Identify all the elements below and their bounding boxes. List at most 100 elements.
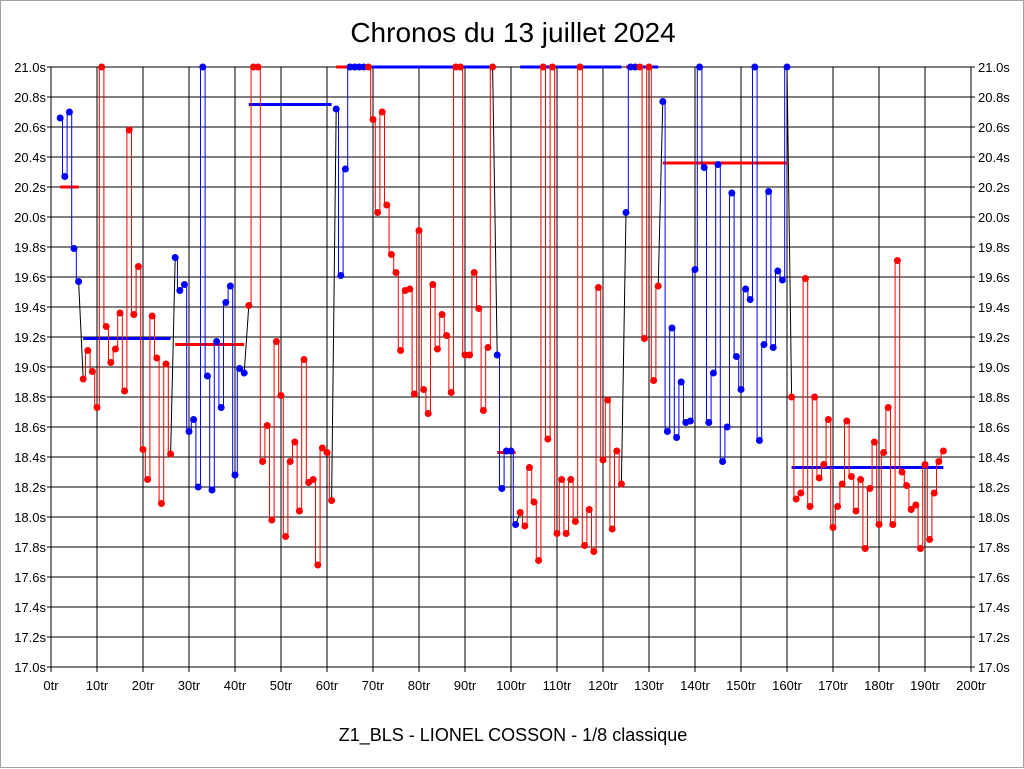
lap-time-point <box>516 509 524 516</box>
lap-time-point <box>479 407 487 414</box>
lap-time-point <box>424 410 432 417</box>
lap-time-point <box>75 278 83 285</box>
lap-time-point <box>125 126 133 134</box>
x-tick-label: 200tr <box>956 678 986 693</box>
lap-time-point <box>484 344 492 351</box>
lap-time-point <box>254 63 262 71</box>
series-line-6 <box>368 66 493 414</box>
lap-time-point <box>921 461 929 468</box>
lap-time-point <box>866 485 874 492</box>
y-tick-label-right: 18.8s <box>978 390 1010 405</box>
lap-time-point <box>231 471 239 479</box>
x-tick-label: 60tr <box>316 678 339 693</box>
y-tick-label-left: 18.6s <box>14 420 46 435</box>
lap-time-point <box>406 285 414 293</box>
lap-time-point <box>599 456 607 464</box>
segment-connector <box>620 212 627 485</box>
y-tick-label-left: 17.8s <box>14 540 46 555</box>
y-tick-label-right: 18.6s <box>978 420 1010 435</box>
lap-time-point <box>659 98 667 105</box>
x-tick-label: 90tr <box>454 678 477 693</box>
lap-time-point <box>539 63 547 71</box>
lap-time-point <box>880 449 888 456</box>
y-tick-label-left: 18.4s <box>14 450 46 465</box>
segment-connector <box>657 101 664 287</box>
lap-time-point <box>884 404 892 411</box>
lap-time-point <box>585 506 593 513</box>
lap-time-point <box>291 438 299 446</box>
lap-time-point <box>328 497 336 504</box>
lap-time-point <box>737 386 745 393</box>
lap-time-point <box>875 521 883 528</box>
lap-time-point <box>470 269 478 276</box>
x-tick-label: 110tr <box>543 678 572 693</box>
y-tick-label-left: 19.6s <box>14 270 46 285</box>
series-line-4 <box>248 66 332 566</box>
lap-time-point <box>691 266 699 273</box>
y-tick-label-left: 19.0s <box>14 360 46 375</box>
y-tick-label-left: 21.0s <box>14 60 46 75</box>
lap-time-point <box>79 375 87 383</box>
lap-time-point <box>203 372 211 380</box>
lap-time-point <box>806 503 814 510</box>
lap-time-point <box>111 345 119 353</box>
lap-time-point <box>93 404 101 411</box>
series-line-3 <box>175 66 245 491</box>
data-points <box>56 63 947 569</box>
x-tick-label: 180tr <box>864 678 894 693</box>
lap-time-point <box>383 201 391 209</box>
lap-time-point <box>180 281 188 288</box>
lap-time-point <box>498 485 506 492</box>
lap-time-point <box>295 507 303 515</box>
lap-time-point <box>332 105 340 113</box>
x-tick-label: 80tr <box>408 678 431 693</box>
lap-time-point <box>838 480 846 488</box>
y-tick-label-right: 20.2s <box>978 180 1010 195</box>
lap-time-point <box>788 393 796 401</box>
lap-time-point <box>107 359 115 366</box>
y-tick-label-left: 17.4s <box>14 600 46 615</box>
lap-time-point <box>415 227 423 234</box>
y-tick-label-left: 20.8s <box>14 90 46 105</box>
lap-time-point <box>364 63 372 71</box>
segment-connector <box>331 108 337 501</box>
y-tick-label-right: 20.4s <box>978 150 1010 165</box>
lap-time-point <box>650 377 658 384</box>
lap-time-point <box>392 269 400 276</box>
lap-time-point <box>820 461 828 468</box>
lap-time-point <box>222 299 230 306</box>
y-tick-label-left: 20.0s <box>14 210 46 225</box>
x-tick-label: 130tr <box>634 678 664 693</box>
y-tick-label-left: 19.2s <box>14 330 46 345</box>
lap-time-point <box>742 285 750 293</box>
lap-time-point <box>309 476 317 483</box>
x-tick-label: 30tr <box>178 678 201 693</box>
lap-time-point <box>714 161 722 168</box>
lap-time-point <box>571 518 579 525</box>
lap-time-point <box>190 416 198 423</box>
lap-time-point <box>677 378 685 386</box>
x-tick-label: 0tr <box>43 678 59 693</box>
x-tick-label: 100tr <box>496 678 526 693</box>
lap-time-point <box>622 209 630 216</box>
y-tick-label-right: 18.2s <box>978 480 1010 495</box>
lap-time-point <box>507 447 515 455</box>
lap-time-point <box>907 506 915 513</box>
series-line-11 <box>662 66 787 462</box>
lap-time-point <box>746 296 754 303</box>
y-tick-label-left: 18.8s <box>14 390 46 405</box>
y-tick-label-right: 19.4s <box>978 300 1010 315</box>
lap-time-point <box>438 311 446 318</box>
lap-time-point <box>608 525 616 533</box>
lap-time-point <box>861 545 869 552</box>
lap-time-point <box>84 347 92 354</box>
x-tick-label: 20tr <box>132 678 155 693</box>
lap-time-point <box>259 458 267 465</box>
lap-time-point <box>521 522 529 530</box>
lap-time-point <box>930 489 938 497</box>
lap-time-point <box>755 437 763 444</box>
grid <box>47 66 975 672</box>
lap-time-point <box>130 311 138 318</box>
lap-time-point <box>783 63 791 71</box>
lap-time-point <box>765 188 773 195</box>
